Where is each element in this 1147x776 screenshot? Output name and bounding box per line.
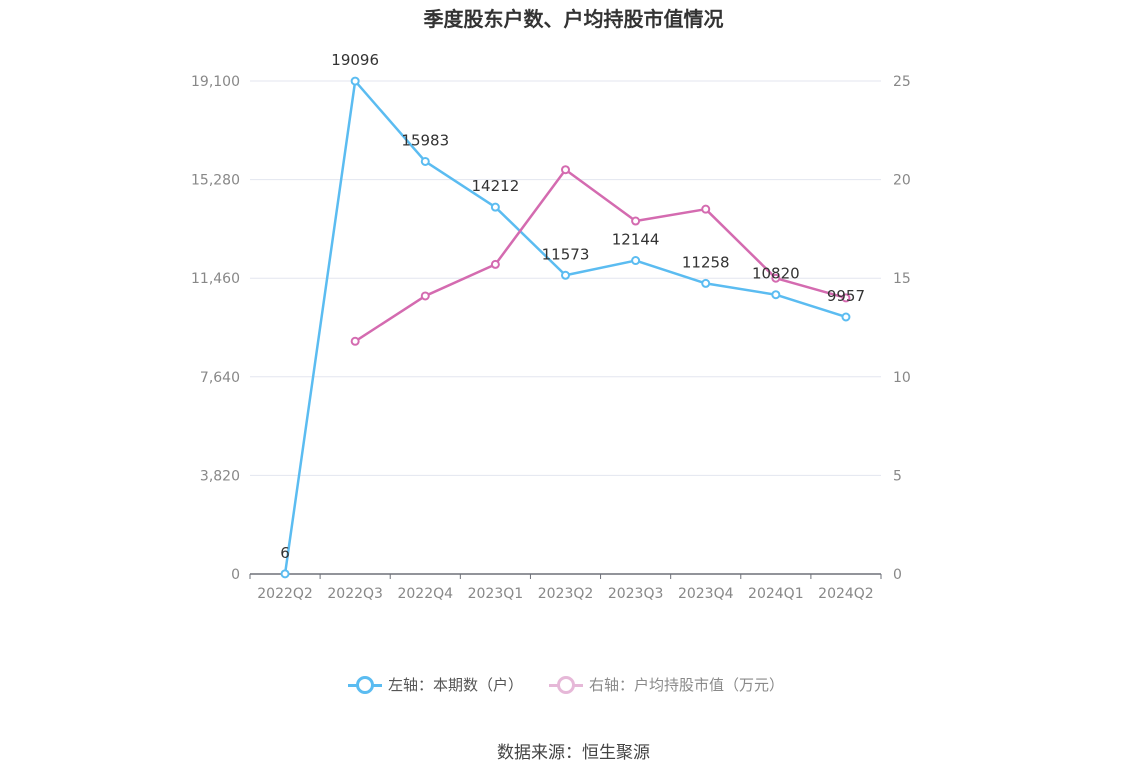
left-tick-label: 19,100 [191,74,240,90]
right-tick-label: 20 [893,173,911,189]
left-tick-label: 15,280 [191,173,240,189]
left-tick-label: 0 [231,567,240,583]
data-point [420,291,430,301]
right-tick-label: 0 [893,567,902,583]
data-point [490,202,500,212]
left-tick-label: 3,820 [200,468,240,484]
right-tick-label: 5 [893,468,902,484]
data-point [701,278,711,288]
legend-line-circle-icon [549,675,583,695]
data-point [841,293,851,303]
series-line-1 [354,168,847,343]
left-axis-ticks: 0 3,820 7,640 11,460 15,280 19,100 [191,74,240,583]
data-label: 14212 [472,177,520,195]
data-point [350,336,360,346]
right-tick-label: 15 [893,271,911,287]
data-label: 11258 [682,253,730,271]
data-point [490,259,500,269]
data-label: 19096 [331,51,379,69]
data-label: 9957 [827,287,865,305]
x-tick-label: 2022Q4 [397,586,453,602]
x-tick-label: 2022Q2 [257,586,313,602]
data-label: 11573 [542,245,590,263]
data-point [561,165,570,175]
chart-title: 季度股东户数、户均持股市值情况 [423,7,724,31]
x-tick-label: 2023Q2 [538,586,594,602]
data-point [701,204,711,214]
left-tick-label: 11,460 [191,271,240,287]
data-point [631,256,641,266]
legend-item-avg-market-value[interactable]: 右轴：户均持股市值（万元） [549,674,784,695]
data-point [350,76,360,86]
left-tick-label: 7,640 [200,370,240,386]
data-point [771,273,781,283]
x-tick-label: 2022Q3 [327,586,383,602]
right-tick-label: 10 [893,370,911,386]
x-tick-label: 2024Q2 [818,586,874,602]
x-tick-label: 2023Q3 [608,586,664,602]
legend-label: 右轴：户均持股市值（万元） [589,676,785,694]
data-point [280,569,290,579]
data-point [631,216,641,226]
data-point [420,156,430,166]
legend-line-circle-icon [348,675,382,695]
axes [249,573,882,579]
right-axis-ticks: 0 5 10 15 20 25 [893,74,911,583]
x-tick-label: 2023Q4 [678,586,734,602]
data-labels: 6 19096 15983 14212 11573 12144 11258 10820 9957 [280,51,865,562]
data-label: 15983 [401,131,449,149]
right-tick-label: 25 [893,74,911,90]
data-point [841,312,851,322]
x-axis-ticks: 2022Q2 2022Q3 2022Q4 2023Q1 2023Q2 2023Q3 2023… [257,586,873,602]
data-source: 数据来源：恒生聚源 [497,743,650,763]
series-layer [280,76,851,579]
data-point [771,290,781,300]
data-label: 12144 [612,231,660,249]
x-tick-label: 2023Q1 [468,586,524,602]
data-point [561,270,570,280]
legend-label: 左轴：本期数（户） [388,676,524,694]
series-line-0 [283,79,847,575]
legend-item-households[interactable]: 左轴：本期数（户） [348,674,523,695]
data-label: 10820 [752,265,800,283]
x-tick-label: 2024Q1 [748,586,804,602]
data-label: 6 [280,544,290,562]
